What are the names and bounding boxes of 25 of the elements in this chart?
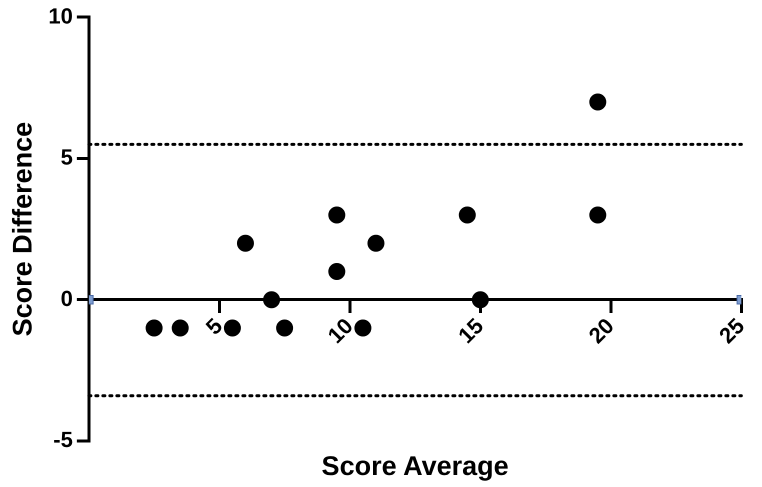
y-axis-title: Score Difference (8, 122, 38, 336)
point (236, 234, 254, 252)
y-tick-label: -5 (53, 427, 73, 452)
y-tick-label: 5 (60, 144, 73, 170)
point (328, 262, 346, 280)
y-tick-label: 10 (48, 3, 73, 28)
point (276, 319, 294, 336)
point (472, 291, 489, 308)
x-tick-label: 10 (322, 313, 358, 348)
point (172, 319, 189, 336)
point (263, 291, 280, 308)
point (224, 319, 241, 336)
point (589, 93, 606, 110)
point (354, 319, 372, 336)
y-tick-label: 0 (60, 286, 73, 311)
x-axis-title: Score Average (322, 451, 509, 481)
point (328, 206, 346, 224)
x-tick-label: 20 (584, 313, 619, 348)
x-tick-label: 25 (714, 313, 750, 348)
point (367, 234, 384, 252)
point (589, 206, 606, 224)
point (458, 206, 476, 224)
x-tick-label: 5 (200, 313, 228, 340)
x-tick-label: 15 (453, 313, 488, 348)
point (146, 319, 163, 336)
